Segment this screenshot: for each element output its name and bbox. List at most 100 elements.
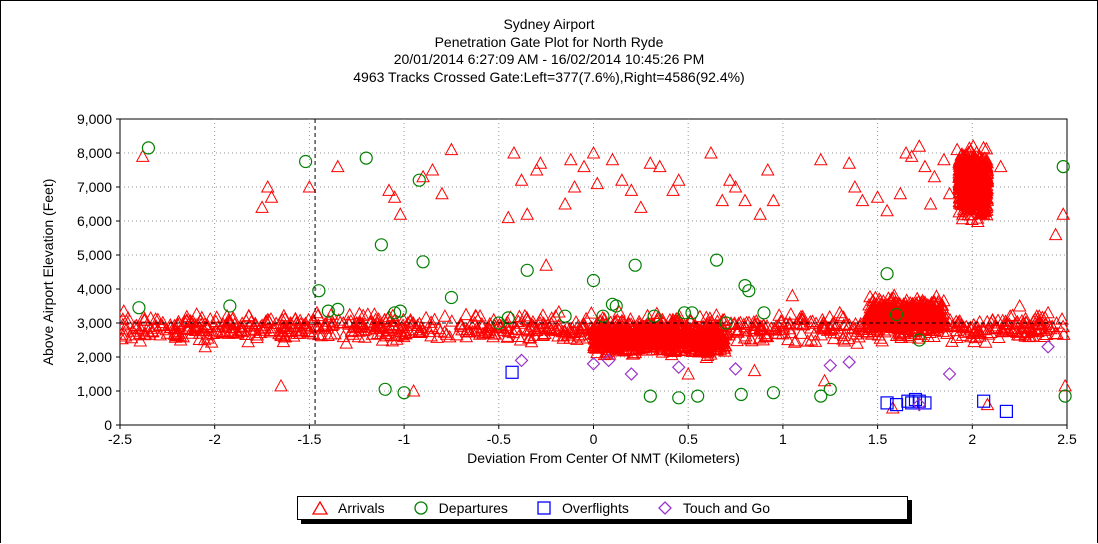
- arrival-point: [387, 313, 402, 327]
- arrival-point: [253, 325, 268, 339]
- arrival-point: [584, 306, 599, 319]
- y-tick-label: 9,000: [77, 111, 112, 127]
- arrival-point: [804, 332, 819, 346]
- overflight-point: [880, 396, 894, 410]
- arrival-point: [151, 312, 165, 326]
- arrival-point: [945, 334, 959, 347]
- arrival-point: [412, 324, 427, 338]
- arrival-point: [971, 184, 986, 197]
- overflight-point: [905, 396, 919, 410]
- arrival-point: [194, 317, 208, 331]
- arrival-point: [970, 171, 985, 184]
- x-tick-label: -1.5: [297, 431, 321, 447]
- arrival-point: [702, 344, 717, 357]
- touch-and-go-point: [601, 353, 616, 368]
- overflight-point: [918, 396, 932, 410]
- arrival-point: [577, 159, 591, 173]
- arrival-point: [631, 322, 646, 336]
- y-tick-label: 6,000: [77, 213, 112, 229]
- arrival-point: [976, 140, 991, 154]
- arrival-point: [826, 325, 841, 339]
- overflight-point: [901, 394, 915, 408]
- y-tick-label: 2,000: [77, 349, 112, 365]
- arrival-point: [870, 190, 885, 203]
- arrival-point: [295, 323, 309, 337]
- x-tick-label: 2.5: [1057, 431, 1077, 447]
- arrival-point: [1056, 319, 1070, 333]
- arrival-point: [877, 324, 892, 338]
- arrival-point: [221, 326, 236, 339]
- arrival-point: [283, 315, 298, 329]
- arrival-point: [1018, 311, 1033, 325]
- arrival-point: [416, 169, 430, 183]
- arrival-point: [996, 323, 1011, 337]
- arrival-point: [690, 329, 705, 343]
- departure-point: [374, 238, 388, 252]
- departure-point: [710, 253, 724, 267]
- touch-and-go-point: [823, 358, 838, 373]
- arrival-point: [386, 318, 401, 331]
- arrival-point: [277, 308, 291, 322]
- arrival-point: [492, 317, 507, 331]
- arrival-point: [1048, 227, 1063, 241]
- arrival-point: [769, 326, 784, 340]
- arrival-point: [120, 312, 130, 325]
- x-tick-label: 0: [590, 431, 598, 447]
- arrival-point: [647, 321, 661, 335]
- arrival-point: [899, 145, 913, 159]
- arrival-point: [882, 300, 896, 313]
- arrival-point: [438, 309, 452, 322]
- arrival-point: [665, 338, 680, 352]
- departure-point: [141, 141, 156, 155]
- arrival-point: [981, 327, 995, 340]
- arrival-point: [524, 334, 539, 348]
- arrival-point: [921, 305, 936, 318]
- arrival-point: [794, 312, 809, 326]
- arrival-point: [189, 320, 203, 333]
- overflight-point: [977, 394, 991, 408]
- arrival-point: [893, 320, 908, 334]
- arrival-point: [454, 319, 468, 332]
- arrival-point: [619, 329, 634, 342]
- arrival-point: [842, 156, 857, 169]
- arrival-point: [977, 160, 992, 174]
- arrival-point: [173, 332, 188, 346]
- x-tick-label: 1: [779, 431, 787, 447]
- arrival-point: [1022, 329, 1036, 343]
- arrival-point: [258, 321, 273, 334]
- arrival-point: [1056, 327, 1071, 340]
- arrival-point: [968, 330, 983, 344]
- arrival-point: [488, 327, 503, 340]
- arrival-point: [599, 347, 614, 360]
- departure-point: [378, 382, 392, 396]
- arrival-point: [488, 320, 503, 334]
- arrival-point: [911, 331, 926, 344]
- arrival-point: [459, 307, 473, 321]
- departure-point: [388, 306, 402, 320]
- arrival-point: [634, 200, 648, 213]
- arrival-point: [955, 328, 970, 341]
- arrival-point: [501, 210, 516, 224]
- arrival-point: [330, 159, 345, 173]
- arrival-point: [704, 314, 719, 328]
- arrival-point: [955, 211, 970, 225]
- arrival-point: [276, 334, 291, 348]
- arrival-point: [586, 145, 601, 159]
- arrival-point: [120, 331, 129, 345]
- arrival-point: [855, 193, 870, 207]
- series-overflights: [505, 365, 1013, 418]
- chart-titles: Sydney Airport Penetration Gate Plot for…: [0, 16, 1098, 86]
- arrival-point: [318, 317, 332, 330]
- arrival-point: [832, 305, 847, 319]
- arrival-point: [978, 166, 993, 180]
- arrival-point: [1031, 315, 1046, 329]
- y-tick-label: 3,000: [77, 315, 112, 331]
- arrival-point: [728, 179, 743, 193]
- arrival-point: [823, 322, 838, 336]
- arrival-point: [634, 326, 648, 339]
- arrival-point: [482, 322, 497, 336]
- arrival-point: [278, 311, 292, 325]
- arrival-point: [969, 145, 984, 159]
- touch-and-go-point: [1041, 339, 1055, 354]
- arrival-point: [558, 196, 572, 210]
